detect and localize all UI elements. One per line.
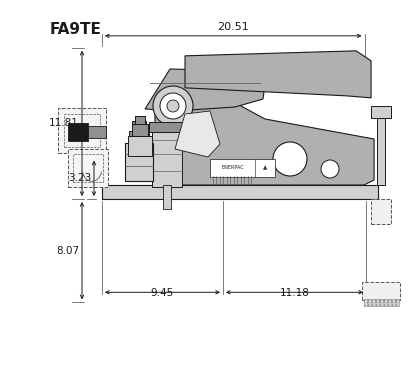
Text: 11.18: 11.18: [279, 288, 309, 298]
Bar: [383, 299, 386, 306]
Bar: [135, 116, 145, 124]
Circle shape: [153, 86, 193, 126]
Bar: [132, 121, 146, 131]
Text: 8.07: 8.07: [56, 246, 79, 256]
Bar: [132, 124, 148, 136]
Text: 11.81: 11.81: [49, 119, 79, 128]
Bar: [367, 299, 370, 306]
Bar: [370, 199, 390, 224]
Bar: [102, 185, 377, 199]
Bar: [152, 132, 182, 187]
Text: 4.13: 4.13: [180, 130, 202, 140]
Bar: [129, 131, 148, 143]
Bar: [128, 136, 152, 156]
Bar: [370, 106, 390, 118]
Bar: [376, 118, 384, 185]
Bar: [64, 114, 100, 147]
Text: ▲: ▲: [262, 166, 267, 171]
Polygon shape: [175, 111, 220, 157]
Bar: [125, 143, 153, 181]
Circle shape: [272, 142, 306, 176]
Bar: [391, 299, 394, 306]
Text: 9.45: 9.45: [151, 288, 174, 298]
Bar: [73, 154, 103, 182]
Polygon shape: [184, 51, 370, 98]
Bar: [163, 185, 171, 209]
Text: ENERPAC: ENERPAC: [221, 166, 244, 171]
Text: 3.23: 3.23: [67, 173, 91, 184]
Bar: [363, 299, 366, 306]
Text: FA9TE: FA9TE: [50, 22, 101, 37]
Circle shape: [160, 93, 186, 119]
Bar: [148, 122, 184, 132]
Bar: [387, 299, 390, 306]
Text: 20.51: 20.51: [217, 22, 249, 32]
Bar: [375, 299, 378, 306]
Bar: [371, 299, 374, 306]
Bar: [379, 299, 382, 306]
Bar: [68, 123, 88, 141]
Bar: [209, 159, 274, 177]
Bar: [395, 299, 398, 306]
Polygon shape: [155, 92, 373, 185]
Bar: [361, 282, 399, 300]
Bar: [88, 126, 106, 138]
Circle shape: [320, 160, 338, 178]
Circle shape: [166, 100, 179, 112]
Polygon shape: [145, 69, 264, 111]
Bar: [58, 108, 106, 153]
Bar: [68, 149, 108, 187]
